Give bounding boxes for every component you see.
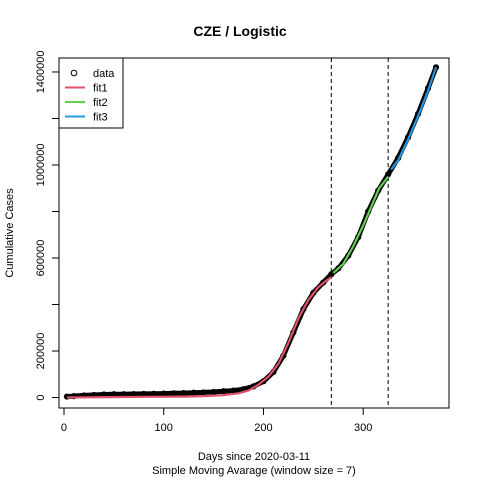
data-point xyxy=(300,306,307,313)
fit3-line xyxy=(390,66,438,171)
data-point xyxy=(70,393,78,400)
legend: data fit1 fit2 fit3 xyxy=(58,57,124,129)
x-axis-sublabel: Simple Moving Avarage (window size = 7) xyxy=(152,465,356,477)
legend-label: fit2 xyxy=(93,97,108,109)
x-tick-label: 0 xyxy=(61,422,67,434)
x-axis-label: Days since 2020-03-11 xyxy=(198,451,310,463)
legend-marker xyxy=(70,69,78,77)
fit1-line xyxy=(66,276,332,399)
vertical-reference-lines xyxy=(330,58,389,408)
data-point xyxy=(320,279,327,286)
x-tick-label: 200 xyxy=(254,422,272,434)
legend-label: data xyxy=(93,68,115,80)
y-tick-label: 0 xyxy=(35,394,47,400)
data-point xyxy=(260,378,267,385)
x-tick-label: 300 xyxy=(354,422,372,434)
y-tick-label: 1000000 xyxy=(35,144,47,187)
y-axis-label: Cumulative Cases xyxy=(4,188,16,278)
y-tick-label: 200000 xyxy=(35,333,47,370)
data-point xyxy=(220,388,227,395)
legend-label: fit3 xyxy=(93,112,108,124)
y-tick-label: 600000 xyxy=(35,240,47,277)
y-tick-label: 1400000 xyxy=(35,51,47,94)
x-axis: 0 100 200 300 xyxy=(61,407,372,434)
data-point xyxy=(335,265,342,272)
data-point xyxy=(310,289,317,296)
fit2-line xyxy=(332,175,390,274)
series-group xyxy=(63,64,440,400)
y-axis: 0 200000 600000 1000000 1400000 xyxy=(35,51,60,401)
x-tick-label: 100 xyxy=(155,422,173,434)
data-point xyxy=(328,271,335,278)
chart-title: CZE / Logistic xyxy=(193,23,287,39)
legend-label: fit1 xyxy=(93,83,108,95)
